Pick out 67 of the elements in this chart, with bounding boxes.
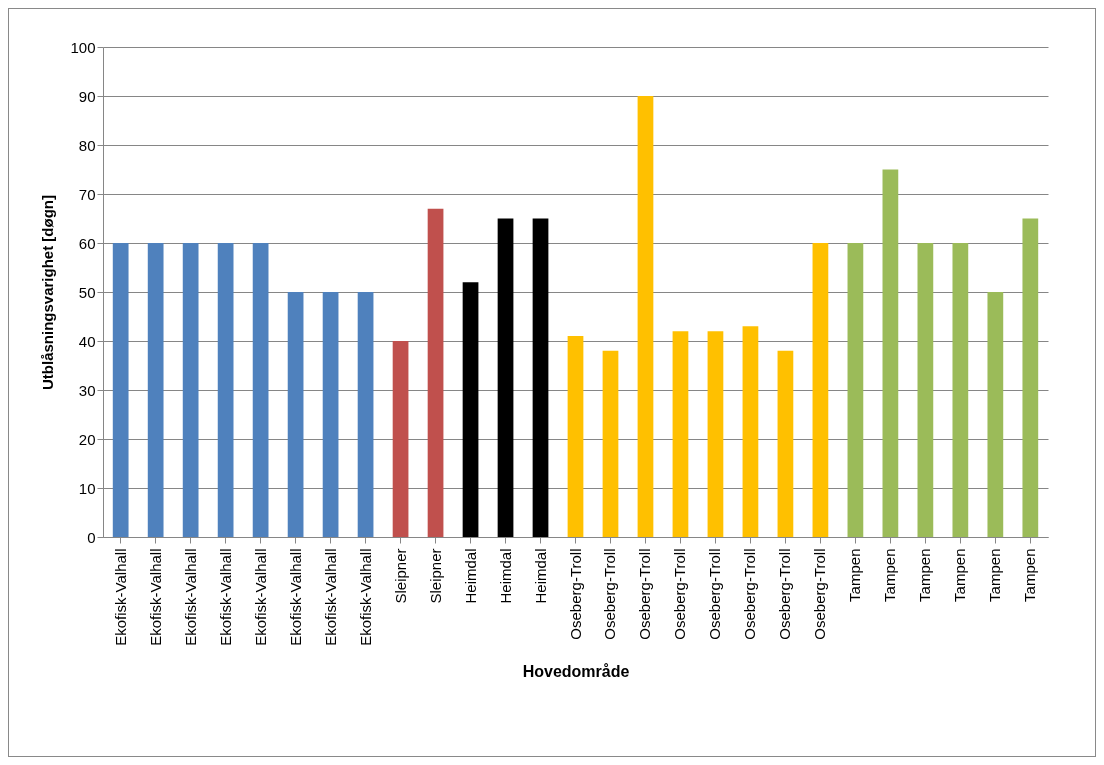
x-tick-label: Ekofisk-Valhall xyxy=(321,548,339,646)
bar xyxy=(777,350,794,537)
y-tick-label: 50 xyxy=(78,283,96,301)
x-tick-label: Tampen xyxy=(846,548,864,602)
bar xyxy=(497,218,514,537)
bar xyxy=(182,243,199,537)
bar xyxy=(427,208,444,537)
x-tick-label: Sleipner xyxy=(391,548,409,604)
x-tick-label: Oseberg-Troll xyxy=(706,548,724,640)
bar xyxy=(357,292,374,537)
x-tick-label: Oseberg-Troll xyxy=(671,548,689,640)
x-tick-label: Ekofisk-Valhall xyxy=(181,548,199,646)
x-tick-label: Oseberg-Troll xyxy=(601,548,619,640)
bar xyxy=(672,331,689,537)
x-tick-label: Tampen xyxy=(881,548,899,602)
x-tick-label: Ekofisk-Valhall xyxy=(111,548,129,646)
bar xyxy=(532,218,549,537)
bar xyxy=(112,243,129,537)
x-tick-label: Tampen xyxy=(986,548,1004,602)
x-tick-label: Heimdal xyxy=(496,548,514,604)
x-tick-label: Ekofisk-Valhall xyxy=(356,548,374,646)
bar xyxy=(462,282,479,537)
x-tick-label: Ekofisk-Valhall xyxy=(216,548,234,646)
x-tick-label: Oseberg-Troll xyxy=(741,548,759,640)
y-tick-label: 30 xyxy=(78,381,96,399)
x-tick-label: Ekofisk-Valhall xyxy=(286,548,304,646)
bar xyxy=(602,350,619,537)
bar xyxy=(987,292,1004,537)
bar xyxy=(952,243,969,537)
bar xyxy=(392,341,409,537)
bar xyxy=(147,243,164,537)
y-tick-label: 80 xyxy=(78,136,96,154)
bar xyxy=(812,243,829,537)
bar xyxy=(1022,218,1039,537)
x-tick-label: Tampen xyxy=(916,548,934,602)
y-tick-label: 10 xyxy=(78,479,96,497)
x-tick-label: Sleipner xyxy=(426,548,444,604)
bar xyxy=(637,96,654,537)
bar xyxy=(287,292,304,537)
x-tick-label: Oseberg-Troll xyxy=(811,548,829,640)
y-axis-title: Utblåsningsvarighet [døgn] xyxy=(39,195,57,390)
bar xyxy=(917,243,934,537)
bar xyxy=(742,326,759,537)
x-tick-label: Heimdal xyxy=(531,548,549,604)
bar xyxy=(707,331,724,537)
bar xyxy=(882,169,899,537)
x-tick-label: Heimdal xyxy=(461,548,479,604)
x-tick-label: Tampen xyxy=(1021,548,1039,602)
y-tick-label: 100 xyxy=(70,38,96,56)
x-tick-label: Oseberg-Troll xyxy=(566,548,584,640)
y-tick-label: 70 xyxy=(78,185,96,203)
y-tick-label: 40 xyxy=(78,332,96,350)
x-tick-label: Ekofisk-Valhall xyxy=(146,548,164,646)
bar xyxy=(322,292,339,537)
y-tick-label: 60 xyxy=(78,234,96,252)
y-tick-label: 20 xyxy=(78,430,96,448)
x-tick-label: Tampen xyxy=(951,548,969,602)
bar xyxy=(847,243,864,537)
y-tick-label: 0 xyxy=(87,528,96,546)
x-axis-title: Hovedområde xyxy=(522,662,630,680)
x-tick-label: Oseberg-Troll xyxy=(776,548,794,640)
x-tick-label: Ekofisk-Valhall xyxy=(251,548,269,646)
bar xyxy=(567,336,584,537)
x-tick-label: Oseberg-Troll xyxy=(636,548,654,640)
y-tick-label: 90 xyxy=(78,87,96,105)
bar xyxy=(252,243,269,537)
bar xyxy=(217,243,234,537)
